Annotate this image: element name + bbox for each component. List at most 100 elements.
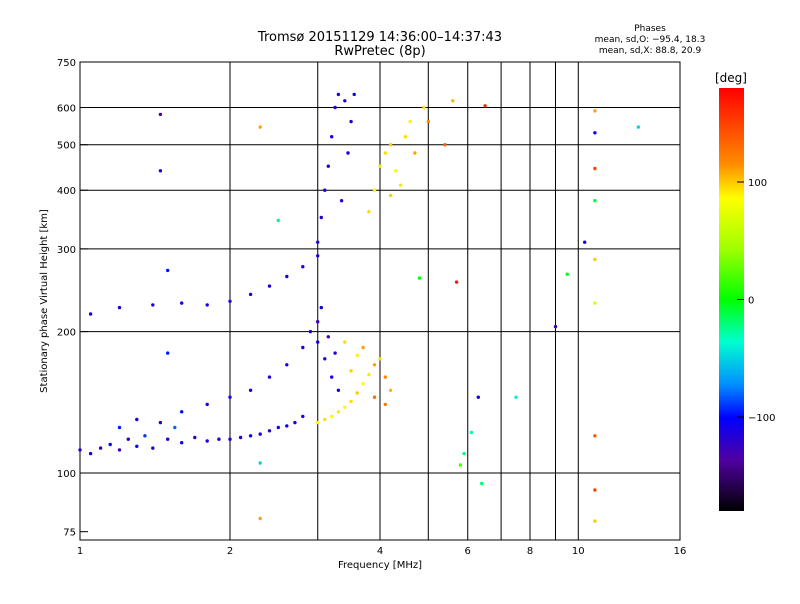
data-point: [352, 92, 356, 97]
data-point: [417, 276, 422, 280]
data-point: [126, 437, 130, 441]
data-point: [267, 284, 272, 288]
data-point: [285, 274, 289, 279]
phases-heading: Phases: [634, 24, 666, 34]
y-tick-label: 75: [63, 528, 76, 539]
data-point: [117, 305, 122, 310]
grid-lines: [80, 62, 680, 540]
x-tick-label: 16: [674, 546, 687, 557]
data-point: [98, 446, 103, 450]
chart-title: Tromsø 20151129 14:36:00–14:37:43: [257, 30, 502, 45]
data-point: [372, 188, 377, 192]
y-tick-label: 200: [57, 328, 76, 339]
data-point: [367, 372, 371, 377]
colorbar-label: [deg]: [715, 71, 747, 85]
data-point: [88, 312, 93, 316]
data-point: [336, 92, 341, 97]
data-point: [593, 257, 597, 262]
data-point: [330, 375, 334, 379]
data-point: [330, 414, 334, 419]
data-point: [476, 395, 480, 399]
data-point: [205, 303, 209, 307]
data-point: [173, 425, 177, 430]
data-point: [388, 193, 393, 198]
data-point: [258, 125, 262, 129]
data-point: [426, 119, 430, 124]
data-point: [267, 429, 272, 433]
data-point: [413, 151, 417, 155]
data-point: [228, 395, 232, 399]
data-point: [205, 439, 209, 443]
data-point: [301, 265, 305, 269]
y-axis-ticks: 75 100 200 300 400 500 600 750: [57, 58, 88, 539]
data-point: [151, 303, 155, 307]
data-point: [293, 420, 297, 425]
data-point: [228, 437, 232, 441]
y-tick-label: 500: [57, 141, 76, 152]
data-point: [151, 446, 155, 450]
data-point: [180, 441, 184, 445]
data-point: [593, 434, 597, 438]
y-tick-label: 300: [57, 245, 76, 256]
data-point: [454, 280, 459, 284]
data-point: [593, 301, 597, 305]
data-point: [258, 516, 262, 521]
y-tick-label: 750: [57, 58, 76, 69]
scatter-points: [78, 92, 641, 523]
data-point: [553, 324, 558, 329]
data-point: [333, 105, 337, 110]
data-point: [349, 119, 353, 124]
data-point: [336, 388, 341, 392]
data-point: [378, 164, 382, 168]
y-axis-label: Stationary phase Virtual Height [km]: [39, 209, 50, 393]
data-point: [361, 345, 365, 350]
data-point: [180, 410, 184, 414]
x-tick-label: 8: [527, 546, 533, 557]
data-point: [285, 363, 289, 367]
data-point: [480, 481, 484, 486]
data-point: [166, 437, 170, 441]
data-point: [166, 351, 170, 355]
data-point: [383, 375, 387, 379]
data-point: [258, 432, 262, 436]
data-point: [383, 151, 387, 155]
phases-o-stats: mean, sd,O: −95.4, 18.3: [595, 35, 706, 45]
data-point: [228, 299, 232, 303]
data-point: [258, 461, 262, 465]
data-point: [88, 451, 93, 456]
data-point: [301, 414, 305, 419]
data-point: [135, 417, 139, 422]
data-point: [248, 434, 253, 438]
data-point: [323, 188, 327, 192]
data-point: [330, 135, 334, 139]
data-point: [135, 444, 139, 448]
data-point: [388, 388, 393, 392]
data-point: [326, 164, 330, 168]
data-point: [143, 434, 147, 438]
data-point: [451, 99, 455, 103]
data-point: [158, 112, 163, 117]
data-point: [205, 402, 209, 407]
data-point: [372, 395, 377, 399]
data-point: [276, 218, 280, 223]
data-point: [319, 215, 323, 220]
data-point: [316, 320, 320, 324]
data-point: [394, 169, 398, 173]
data-point: [343, 405, 347, 409]
data-point: [336, 410, 341, 414]
data-point: [593, 488, 597, 492]
data-point: [636, 125, 641, 129]
x-tick-label: 1: [77, 546, 83, 557]
data-point: [308, 329, 313, 334]
data-point: [462, 451, 466, 456]
data-point: [316, 420, 320, 425]
x-tick-label: 2: [227, 546, 233, 557]
y-tick-label: 600: [57, 104, 76, 115]
y-tick-label: 400: [57, 186, 76, 197]
data-point: [583, 240, 587, 244]
data-point: [422, 105, 426, 110]
data-point: [469, 430, 473, 435]
data-point: [158, 420, 163, 425]
